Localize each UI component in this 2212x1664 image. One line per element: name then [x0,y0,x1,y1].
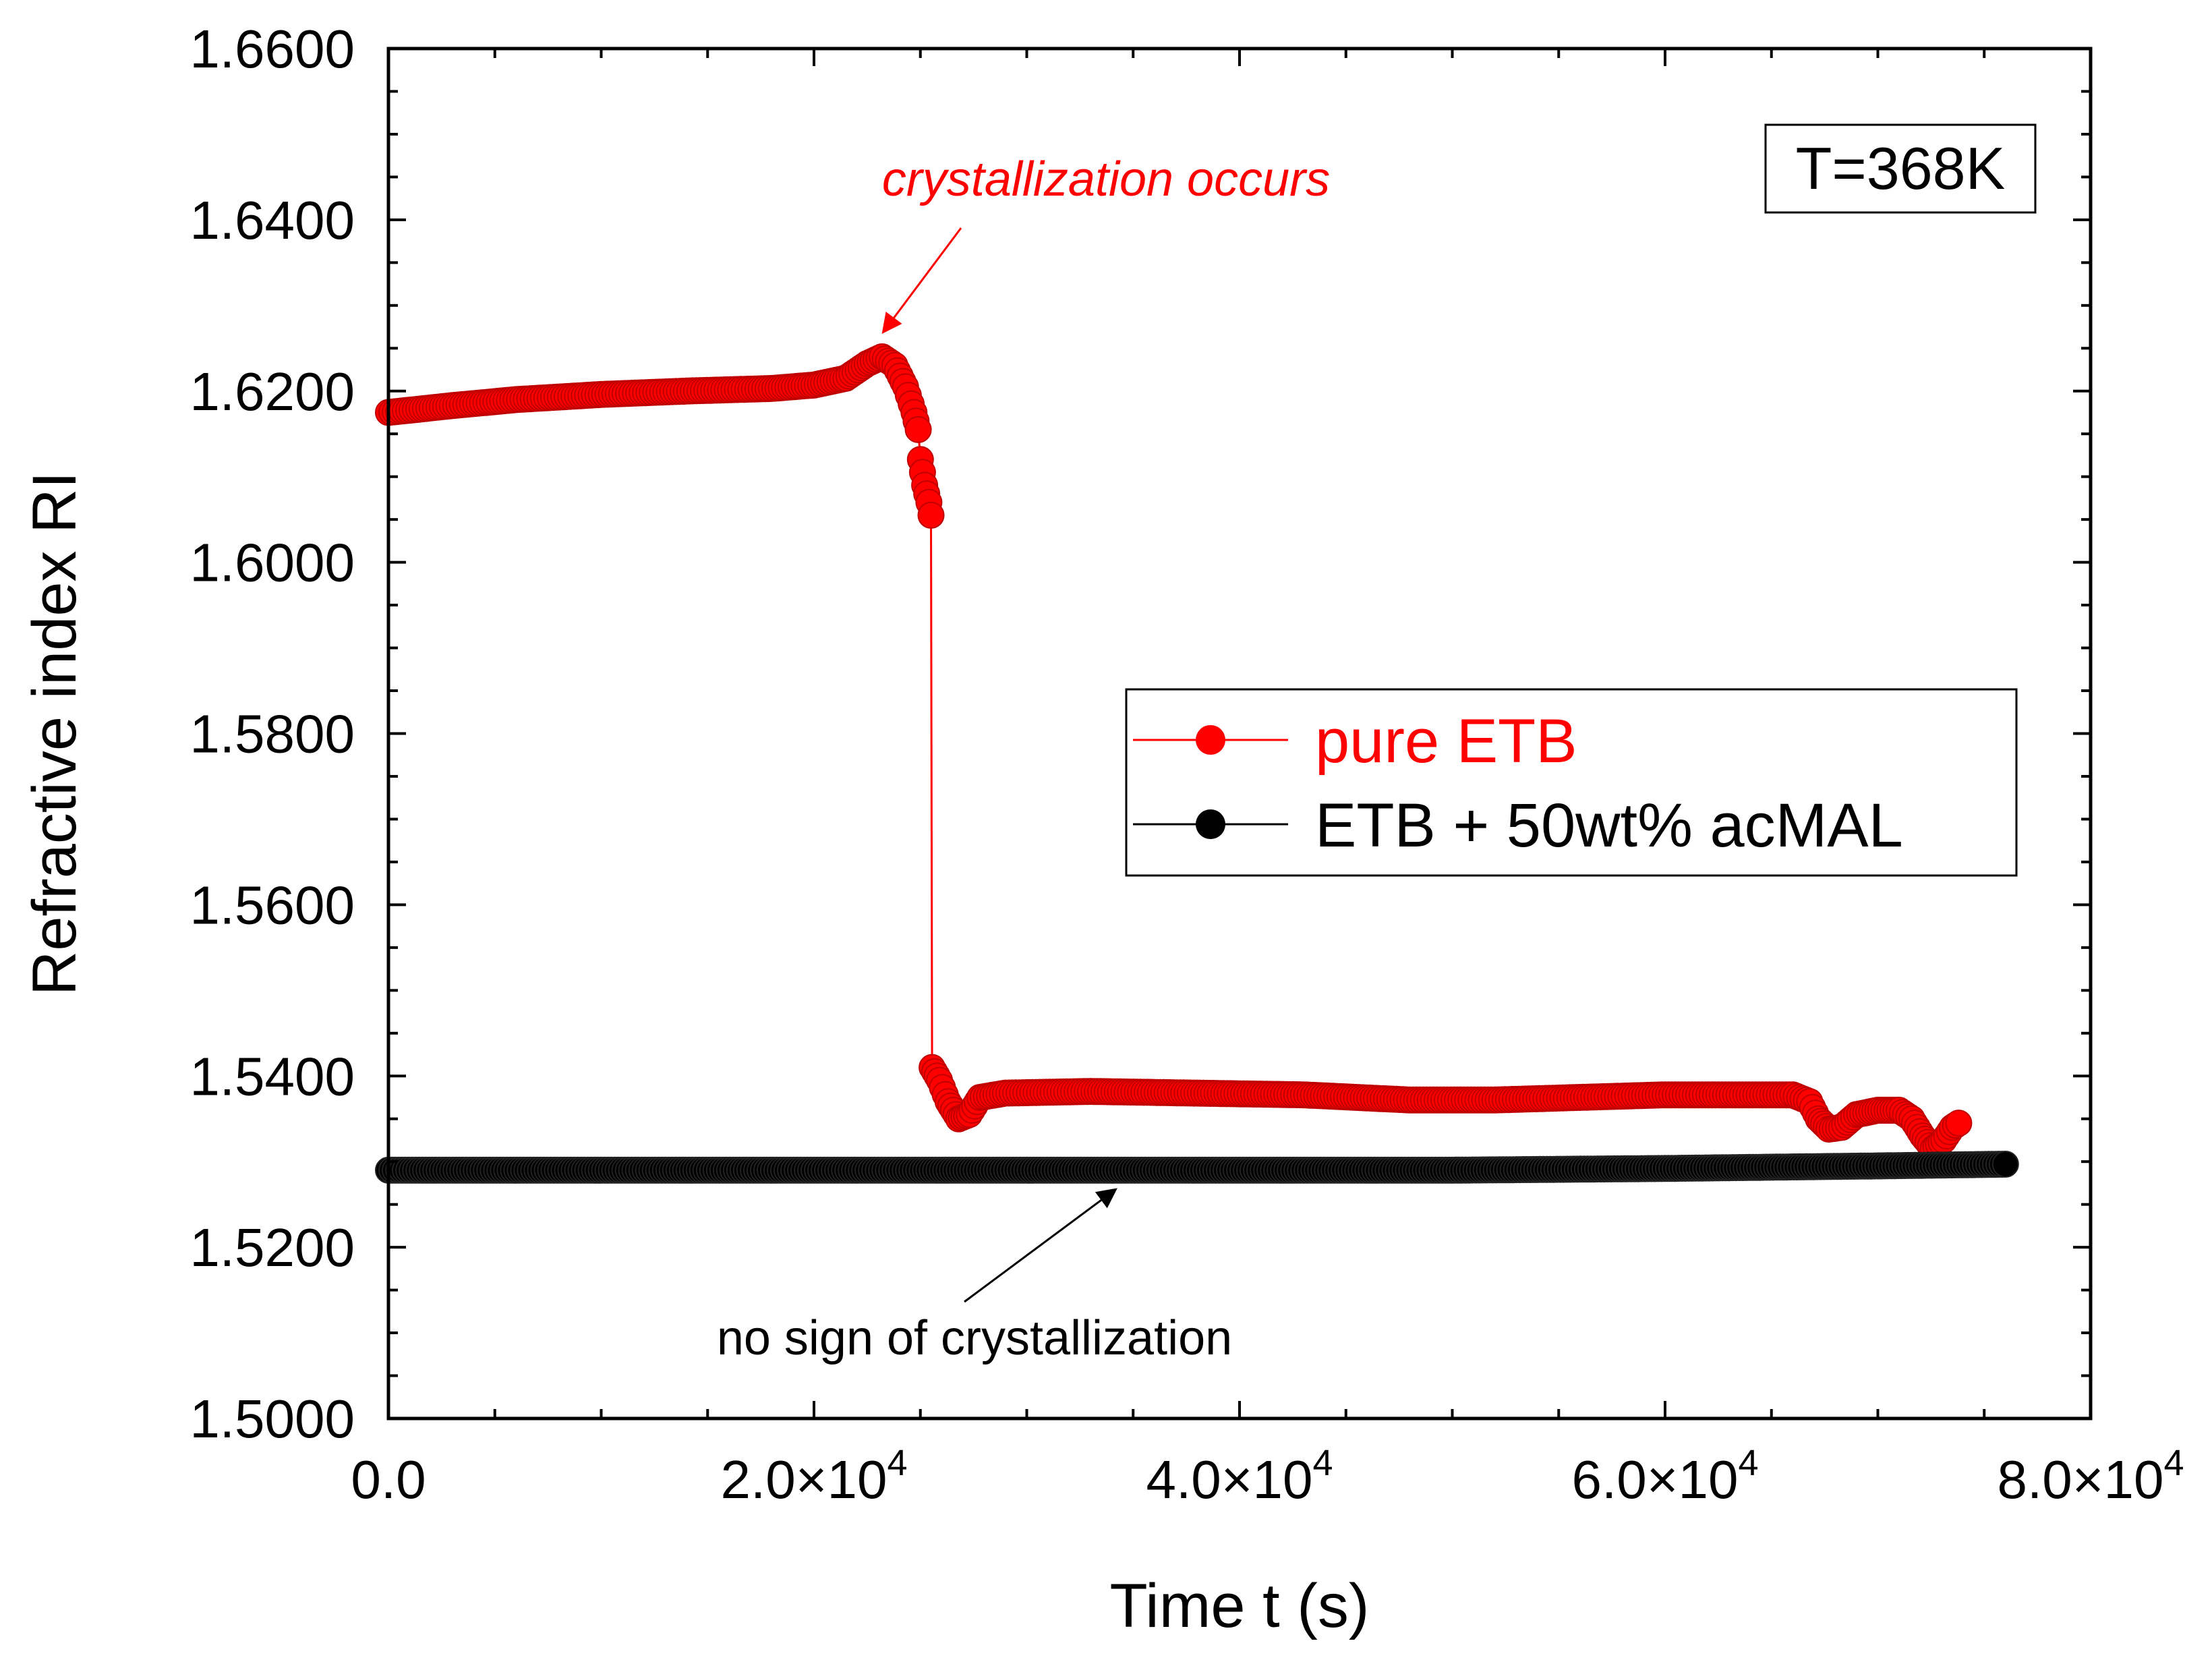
legend-swatch-marker [1196,725,1225,755]
data-point [904,415,932,443]
legend-swatch-marker [1196,809,1225,839]
x-tick-label: 6.0×104 [1572,1443,1759,1510]
annotation-crystallization-occurs: crystallization occurs [882,152,1330,206]
annotation-arrow-red [881,227,962,335]
temperature-inset-frame [1764,123,2037,214]
legend-entry-etb-acmal: ETB + 50wt% acMAL [1133,791,1903,860]
data-point [917,501,945,529]
legend-entry-pure-etb: pure ETB [1133,707,1577,776]
legend-frame [1125,688,2018,877]
annotations-layer: crystallization occurs no sign of crystal… [717,152,1330,1365]
y-tick-label: 1.5400 [190,1046,355,1106]
x-tick-label: 0.0 [351,1450,426,1510]
y-tick-label: 1.5200 [190,1217,355,1278]
data-point [1945,1110,1973,1137]
legend-label: pure ETB [1315,707,1577,776]
legend: pure ETB ETB + 50wt% acMAL [1125,688,2018,877]
annotation-arrow-black [964,1188,1117,1303]
legend-label: ETB + 50wt% acMAL [1315,791,1903,860]
data-point [1991,1151,2019,1178]
series-etb-acmal [375,1151,2019,1184]
x-tick-label: 2.0×104 [721,1443,908,1510]
temperature-label: T=368K [1796,135,2006,202]
y-tick-label: 1.5600 [190,875,355,935]
y-tick-label: 1.6200 [190,362,355,422]
y-tick-label: 1.6400 [190,190,355,250]
x-tick-label: 8.0×104 [1998,1443,2184,1510]
x-axis-title: Time t (s) [1110,1572,1370,1640]
series-pure-etb [375,343,1973,1163]
y-tick-label: 1.6000 [190,533,355,593]
temperature-inset: T=368K [1764,123,2037,214]
y-axis-title: Refractive index RI [20,471,89,996]
y-tick-label: 1.5000 [190,1389,355,1449]
ticks-layer: 0.0 2.0×104 4.0×104 6.0×104 8.0×104 1.5000 1.5… [190,19,2184,1510]
y-tick-label: 1.5800 [190,704,355,764]
annotation-no-crystallization: no sign of crystallization [717,1311,1232,1365]
series-layer [375,343,2019,1184]
x-tick-label: 4.0×104 [1146,1443,1333,1510]
y-tick-label: 1.6600 [190,19,355,79]
